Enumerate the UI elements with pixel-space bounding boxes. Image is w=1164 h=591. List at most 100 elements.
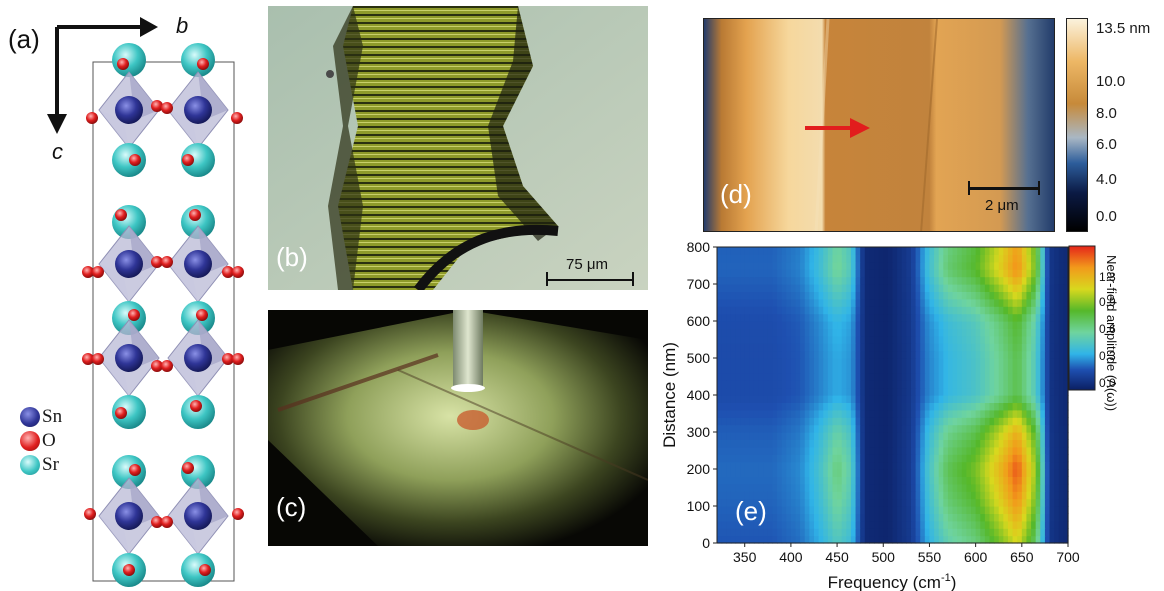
heatmap-cell [869,409,875,418]
heatmap-cell [1007,395,1014,403]
heatmap-cell [795,269,801,278]
heatmap-cell [957,321,963,329]
heatmap-cell [855,491,861,500]
heatmap-cell [1017,335,1023,344]
heatmap-cell [717,395,723,403]
heatmap-cell [809,476,815,485]
heatmap-cell [855,328,861,337]
heatmap-cell [934,291,940,300]
heatmap-cell [1017,454,1023,463]
heatmap-cell [837,254,843,263]
heatmap-cell [864,254,871,263]
heatmap-cell [957,372,963,381]
heatmap-cell [818,439,824,448]
heatmap-cell [897,343,903,352]
heatmap-cell [717,365,723,374]
heatmap-cell [924,247,931,255]
heatmap-cell [952,513,958,522]
heatmap-cell [892,528,898,537]
heatmap-cell [767,321,774,329]
heatmap-cell [910,350,917,359]
heatmap-cell [800,513,806,522]
heatmap-cell [850,380,857,389]
heatmap-cell [864,417,871,426]
heatmap-cell [850,520,857,529]
heatmap-cell [772,328,778,337]
heatmap-cell [994,254,1000,263]
heatmap-cell [740,491,746,500]
heatmap-cell [1012,476,1018,485]
heatmap-cell [1026,328,1032,337]
heatmap-cell [717,313,723,322]
heatmap-cell [730,298,737,307]
heatmap-cell [786,535,792,544]
heatmap-cell [804,387,810,396]
heatmap-cell [998,402,1004,411]
heatmap-cell [749,269,755,278]
heatmap-cell [730,284,737,292]
heatmap-cell [753,483,760,492]
heatmap-cell [772,395,778,403]
heatmap-cell [924,291,931,300]
heatmap-cell [740,424,746,433]
heatmap-cell [906,439,912,448]
heatmap-cell [832,424,838,433]
heatmap-cell [994,335,1000,344]
heatmap-cell [850,247,857,255]
heatmap-cell [998,476,1004,485]
heatmap-cell [984,284,991,292]
heatmap-cell [730,328,737,337]
heatmap-cell [832,269,838,278]
heatmap-cell [1012,358,1018,366]
heatmap-cell [813,365,820,374]
heatmap-cell [795,358,801,366]
heatmap-cell [869,498,875,507]
heatmap-cell [864,269,871,278]
heatmap-cell [887,439,894,448]
heatmap-cell [753,284,760,292]
heatmap-cell [883,269,889,278]
heatmap-cell [860,335,866,344]
heatmap-cell [837,506,843,514]
heatmap-cell [966,476,972,485]
heatmap-cell [744,476,750,485]
heatmap-cell [767,528,774,537]
heatmap-cell [772,276,778,285]
heatmap-cell [864,284,871,292]
heatmap-cell [855,446,861,455]
heatmap-cell [906,350,912,359]
heatmap-cell [1049,276,1055,285]
heatmap-cell [781,520,787,529]
heatmap-cell [883,306,889,315]
heatmap-cell [781,291,787,300]
heatmap-cell [947,491,954,500]
heatmap-cell [827,358,834,366]
heatmap-cell [1054,520,1060,529]
heatmap-cell [980,380,986,389]
heatmap-cell [740,446,746,455]
heatmap-cell [915,424,921,433]
heatmap-cell [717,343,723,352]
heatmap-cell [740,321,746,329]
heatmap-cell [855,409,861,418]
heatmap-cell [878,254,884,263]
heatmap-cell [1031,439,1037,448]
heatmap-cell [823,528,829,537]
heatmap-cell [878,321,884,329]
heatmap-cell [749,254,755,263]
heatmap-cell [804,491,810,500]
heatmap-cell [957,491,963,500]
heatmap-cell [846,409,852,418]
heatmap-cell [726,417,732,426]
heatmap-cell [749,306,755,315]
heatmap-cell [730,461,737,470]
heatmap-cell [860,520,866,529]
heatmap-cell [763,343,769,352]
heatmap-cell [767,343,774,352]
heatmap-cell [804,350,810,359]
heatmap-cell [777,395,783,403]
heatmap-cells [717,247,1069,544]
heatmap-cell [961,269,967,278]
heatmap-cell [915,343,921,352]
heatmap-cell [804,513,810,522]
